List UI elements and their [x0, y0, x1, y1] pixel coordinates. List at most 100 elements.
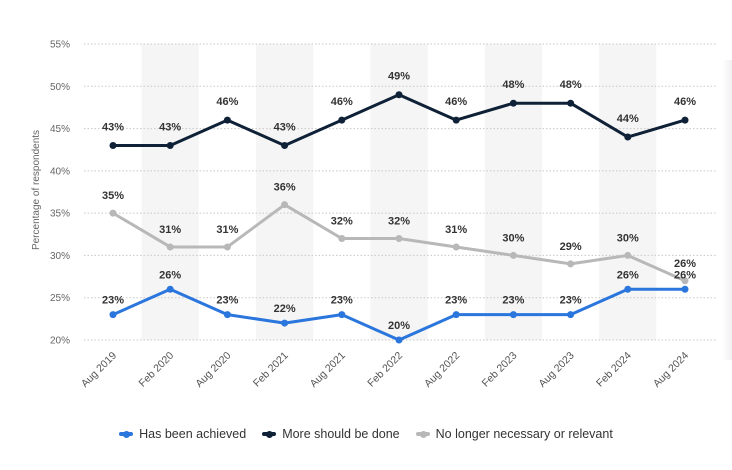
data-point[interactable]: [509, 311, 517, 319]
data-point[interactable]: [567, 99, 575, 107]
data-labels: 23%26%23%22%23%20%23% 23% 23%26% 26%43% 43%4…: [102, 71, 696, 332]
x-tick-label: Aug 2024: [651, 350, 691, 390]
panel-edge-shadow: [722, 60, 732, 360]
y-axis-label: Percentage of respondents: [31, 130, 42, 250]
data-label: 23%: [445, 295, 467, 307]
column-band: [599, 44, 657, 340]
legend-item-achieved[interactable]: Has been achieved: [119, 427, 246, 441]
data-point[interactable]: [281, 141, 289, 149]
data-label: 23%: [560, 295, 582, 307]
data-label: 22%: [274, 303, 296, 315]
data-point[interactable]: [567, 260, 575, 268]
data-point[interactable]: [338, 116, 346, 124]
data-label: 35%: [102, 190, 124, 202]
y-tick-label: 40%: [50, 166, 70, 177]
data-point[interactable]: [567, 311, 575, 319]
data-label: 26%: [674, 269, 696, 281]
data-point[interactable]: [281, 319, 289, 327]
data-label: 26%: [159, 269, 181, 281]
data-point[interactable]: [338, 311, 346, 319]
data-label: 29%: [560, 241, 582, 253]
data-label: 23%: [502, 295, 524, 307]
x-tick-label: Aug 2022: [422, 350, 462, 390]
data-label: 31%: [216, 224, 238, 236]
data-point[interactable]: [223, 116, 231, 124]
data-point[interactable]: [624, 133, 632, 141]
data-point[interactable]: [223, 311, 231, 319]
data-point[interactable]: [166, 243, 174, 251]
x-tick-label: Aug 2020: [193, 350, 233, 390]
legend-label: Has been achieved: [139, 427, 247, 441]
data-label: 31%: [445, 224, 467, 236]
data-point[interactable]: [452, 116, 460, 124]
data-label: 23%: [102, 295, 124, 307]
data-label: 20%: [388, 320, 410, 332]
x-tick-label: Feb 2020: [136, 350, 176, 390]
x-tick-label: Aug 2021: [308, 350, 348, 390]
data-point[interactable]: [109, 311, 117, 319]
data-label: 44%: [617, 113, 639, 125]
data-label: 48%: [560, 79, 582, 91]
x-tick-label: Aug 2023: [536, 350, 576, 390]
data-point[interactable]: [681, 116, 689, 124]
x-tick-label: Feb 2022: [365, 350, 405, 390]
data-point[interactable]: [395, 91, 403, 99]
legend-item-no-longer-necessary[interactable]: No longer necessary or relevant: [415, 427, 613, 441]
x-tick-label: Feb 2021: [251, 350, 291, 390]
legend-item-more-should-be-done[interactable]: More should be done: [262, 427, 400, 441]
data-label: 48%: [502, 79, 524, 91]
legend: Has been achieved More should be done No…: [0, 424, 732, 444]
legend-swatch-achieved: [119, 430, 134, 438]
data-label: 32%: [331, 216, 353, 228]
x-tick-label: Feb 2024: [594, 350, 634, 390]
y-axis: 20% 25% 30% 35% 40% 45% 50% 55%: [50, 40, 70, 347]
x-axis: Aug 2019 Feb 2020 Aug 2020 Feb 2021 Aug 2021…: [79, 350, 691, 390]
y-tick-label: 35%: [50, 209, 70, 220]
y-tick-label: 25%: [50, 293, 70, 304]
data-label: 43%: [102, 121, 124, 133]
data-point[interactable]: [338, 235, 346, 243]
data-point[interactable]: [509, 251, 517, 259]
data-point[interactable]: [281, 201, 289, 209]
data-point[interactable]: [109, 209, 117, 217]
data-point[interactable]: [681, 285, 689, 293]
data-point[interactable]: [166, 285, 174, 293]
data-point[interactable]: [624, 285, 632, 293]
y-tick-label: 30%: [50, 251, 70, 262]
data-point[interactable]: [509, 99, 517, 107]
data-point[interactable]: [109, 141, 117, 149]
data-point[interactable]: [452, 243, 460, 251]
data-label: 46%: [674, 96, 696, 108]
x-tick-label: Aug 2019: [79, 350, 119, 390]
data-label: 46%: [216, 96, 238, 108]
column-band: [484, 44, 542, 340]
y-tick-label: 55%: [50, 40, 70, 51]
column-band: [141, 44, 199, 340]
data-label: 26%: [617, 269, 639, 281]
data-point[interactable]: [223, 243, 231, 251]
data-point[interactable]: [624, 251, 632, 259]
data-point[interactable]: [395, 235, 403, 243]
legend-label: More should be done: [282, 427, 400, 441]
column-band: [256, 44, 314, 340]
legend-swatch-no-longer-necessary: [415, 430, 430, 438]
column-band: [370, 44, 428, 340]
data-label: 49%: [388, 71, 410, 83]
series-lines: [109, 91, 689, 344]
data-label: 46%: [445, 96, 467, 108]
data-point[interactable]: [395, 336, 403, 344]
data-point[interactable]: [452, 311, 460, 319]
data-point[interactable]: [681, 277, 689, 285]
data-label: 43%: [274, 121, 296, 133]
data-point[interactable]: [166, 141, 174, 149]
y-tick-label: 50%: [50, 82, 70, 93]
x-tick-label: Feb 2023: [480, 350, 520, 390]
legend-swatch-more-should-be-done: [262, 430, 277, 438]
data-label: 30%: [617, 232, 639, 244]
data-label: 36%: [274, 182, 296, 194]
data-label: 32%: [388, 216, 410, 228]
legend-label: No longer necessary or relevant: [435, 427, 613, 441]
data-label: 23%: [331, 295, 353, 307]
data-label: 26%: [674, 258, 696, 270]
data-label: 30%: [502, 232, 524, 244]
